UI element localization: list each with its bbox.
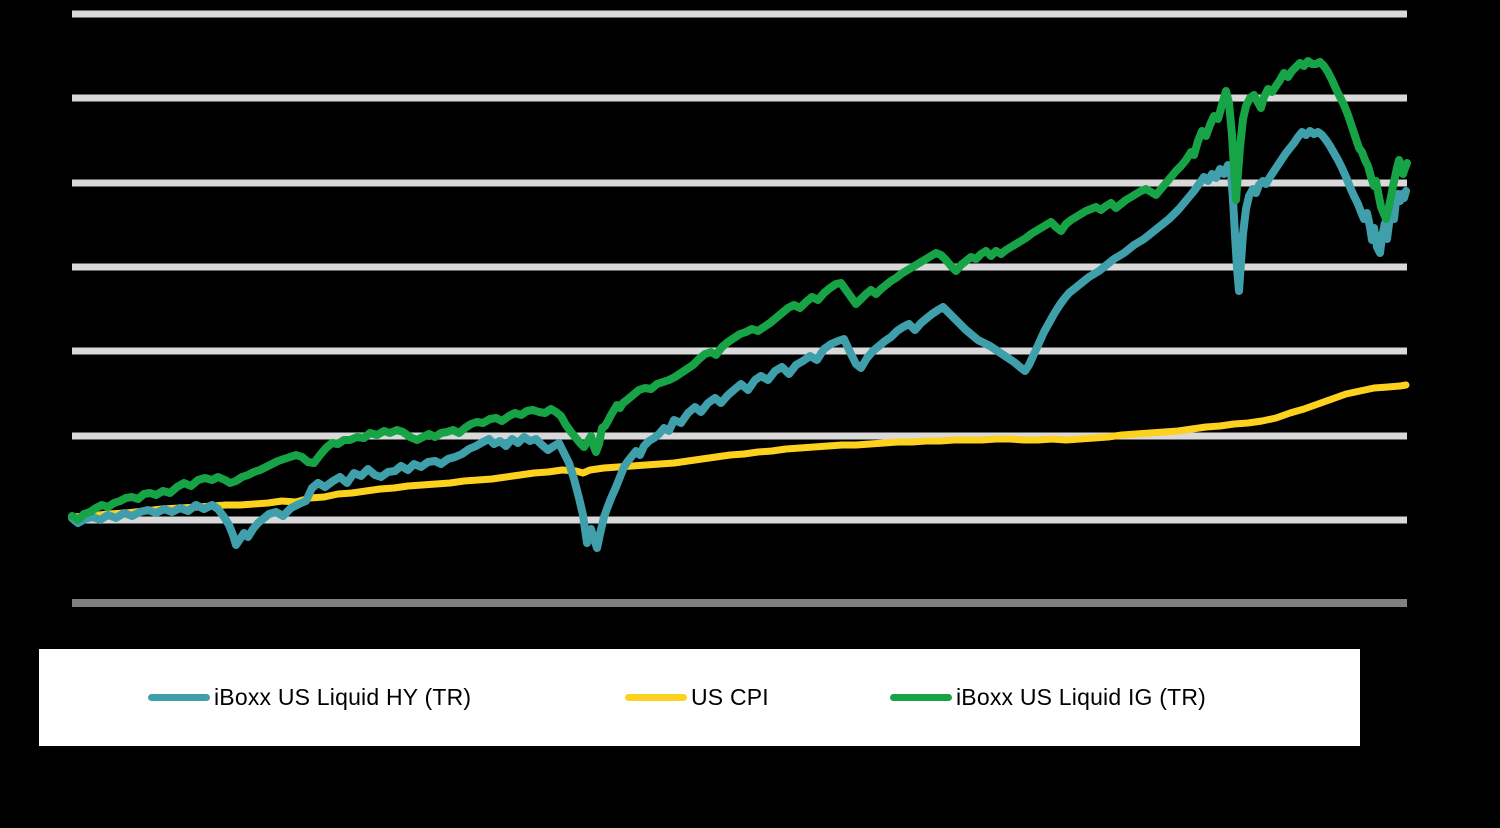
hy-swatch-icon — [148, 694, 210, 701]
legend-item-cpi: US CPI — [625, 649, 769, 746]
legend-label-ig: iBoxx US Liquid IG (TR) — [956, 684, 1206, 710]
legend-box: iBoxx US Liquid HY (TR) US CPI iBoxx US … — [39, 649, 1360, 746]
ig-line — [68, 57, 1411, 524]
hy-line — [68, 127, 1410, 552]
legend-label-hy: iBoxx US Liquid HY (TR) — [214, 684, 472, 710]
legend-item-ig: iBoxx US Liquid IG (TR) — [890, 649, 1206, 746]
legend-label-cpi: US CPI — [691, 684, 769, 710]
series-group — [68, 57, 1411, 552]
cpi-line — [68, 381, 1410, 521]
cpi-swatch-icon — [625, 694, 687, 701]
ig-swatch-icon — [890, 694, 952, 701]
gridlines-group — [72, 10, 1407, 607]
legend-item-hy: iBoxx US Liquid HY (TR) — [148, 649, 471, 746]
